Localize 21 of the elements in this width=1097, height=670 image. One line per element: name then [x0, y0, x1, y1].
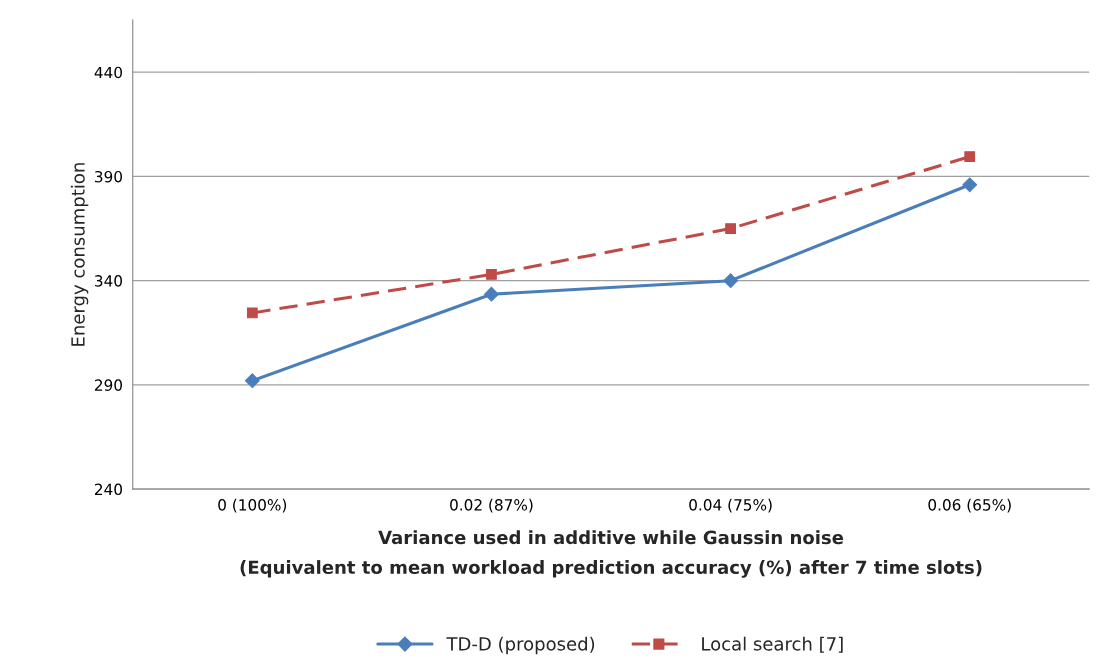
point	[486, 269, 497, 280]
legend-label: TD-D (proposed)	[446, 636, 595, 655]
x-tick-label: 0 (100%)	[218, 498, 287, 513]
y-tick-label: 390	[95, 170, 122, 183]
point	[723, 273, 738, 289]
point	[725, 223, 736, 234]
y-tick-label: 240	[94, 483, 122, 496]
legend-label: Local search [7]	[702, 636, 843, 653]
y-tick-label: 290	[94, 379, 122, 391]
point	[244, 373, 260, 389]
x-axis-title: Variance used in additive while Gaussin noise (Equivalent to mean workload prediction accuracy (%) after 7 time slots)	[240, 530, 982, 578]
x-tick-label: 0.04 (75%)	[689, 498, 772, 513]
x-tick-label: 0.06 (65%)	[928, 498, 1011, 513]
point	[962, 177, 978, 193]
y-tick-label: 340	[95, 275, 122, 287]
point	[246, 307, 258, 319]
point	[484, 286, 499, 302]
x-tick-label: 0.02 (87%)	[450, 498, 533, 513]
y-axis-title: Energy consumption	[70, 163, 89, 346]
y-tick-label: 440	[94, 66, 122, 79]
point	[964, 151, 976, 163]
